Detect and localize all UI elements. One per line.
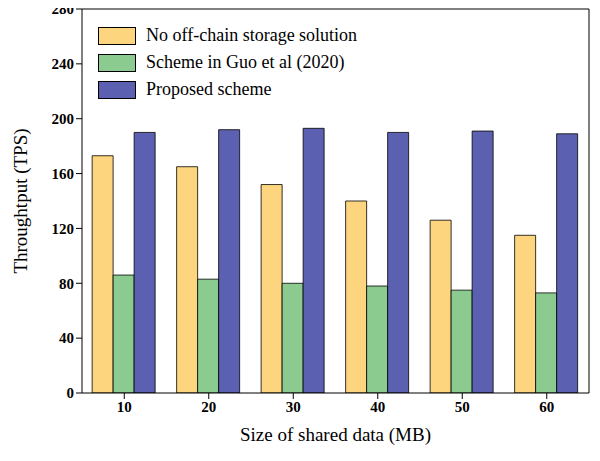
svg-text:40: 40 [370,399,385,415]
svg-text:0: 0 [67,385,75,401]
svg-text:160: 160 [52,166,75,182]
svg-text:40: 40 [59,330,74,346]
html-text:No off-chain storage solution: No off-chain storage solution [146,25,358,45]
svg-text:280: 280 [52,8,75,17]
svg-text:240: 240 [52,56,75,72]
svg-text:30: 30 [286,399,301,415]
svg-text:Throughtput (TPS): Throughtput (TPS) [10,128,32,273]
svg-text:200: 200 [52,111,75,127]
svg-text:120: 120 [52,221,75,237]
svg-text:80: 80 [59,276,74,292]
svg-text:10: 10 [117,399,132,415]
svg-text:50: 50 [455,399,470,415]
svg-text:Size of shared data (MB): Size of shared data (MB) [240,424,431,446]
html-text:Proposed scheme: Proposed scheme [146,79,272,99]
svg-text:60: 60 [539,399,554,415]
svg-text:20: 20 [201,399,216,415]
html-text:Scheme in Guo et al (2020): Scheme in Guo et al (2020) [146,52,345,72]
